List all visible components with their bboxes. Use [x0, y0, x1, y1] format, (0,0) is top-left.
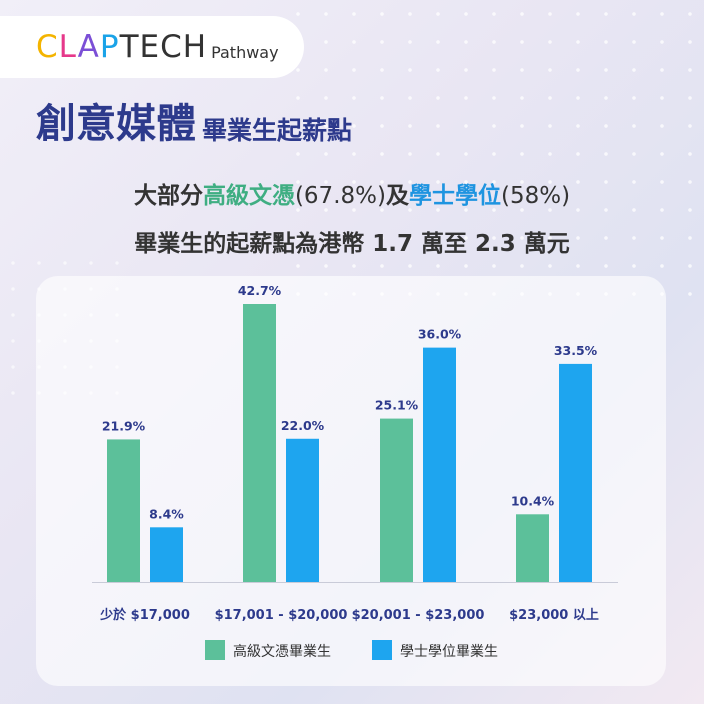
page-title: 創意媒體 畢業生起薪點 [36, 104, 352, 144]
title-sub: 畢業生起薪點 [202, 115, 353, 145]
subtitle-text: 及 [385, 183, 409, 209]
x-tick-label: $23,000 以上 [509, 608, 599, 623]
brand-logo: CLAPTECH [36, 29, 208, 65]
subtitle-line-2: 畢業生的起薪點為港幣 1.7 萬至 2.3 萬元 [134, 231, 570, 257]
logo-card: CLAPTECH Pathway [0, 16, 304, 78]
legend-swatch-diploma [205, 640, 225, 660]
brand-logo-sub: Pathway [211, 42, 279, 62]
data-label: 42.7% [238, 283, 282, 298]
subtitle-text: 大部分 [133, 183, 203, 209]
bar-degree-3 [559, 363, 592, 582]
x-tick-label: 少於 $17,000 [99, 607, 190, 623]
subtitle-percent-diploma: (67.8%) [294, 183, 386, 209]
legend-label: 高級文憑畢業生 [233, 643, 331, 660]
data-label: 36.0% [418, 327, 462, 342]
data-label: 22.0% [281, 418, 325, 433]
data-label: 21.9% [102, 418, 146, 433]
data-label: 33.5% [554, 343, 598, 358]
data-label: 8.4% [149, 506, 184, 521]
title-main: 創意媒體 [36, 101, 196, 147]
bar-degree-0 [150, 527, 183, 582]
subtitle-line-1: 大部分高級文憑(67.8%)及學士學位(58%) [0, 176, 704, 210]
bar-diploma-2 [380, 418, 413, 582]
bar-diploma-0 [107, 439, 140, 582]
x-tick-label: $20,001 - $23,000 [352, 608, 485, 623]
data-label: 25.1% [375, 398, 419, 413]
bar-diploma-3 [516, 514, 549, 582]
data-label: 10.4% [511, 493, 555, 508]
bar-degree-1 [286, 438, 319, 582]
bar-diploma-1 [243, 304, 276, 582]
legend-label: 學士學位畢業生 [400, 644, 498, 660]
dot-pattern-decoration [284, 0, 704, 300]
subtitle-highlight-degree: 學士學位 [408, 183, 501, 209]
subtitle-highlight-diploma: 高級文憑 [202, 183, 295, 209]
subtitle-percent-degree: (58%) [500, 183, 571, 209]
x-tick-label: $17,001 - $20,000 [215, 608, 348, 623]
bar-degree-2 [423, 347, 456, 582]
legend-swatch-degree [372, 640, 392, 660]
